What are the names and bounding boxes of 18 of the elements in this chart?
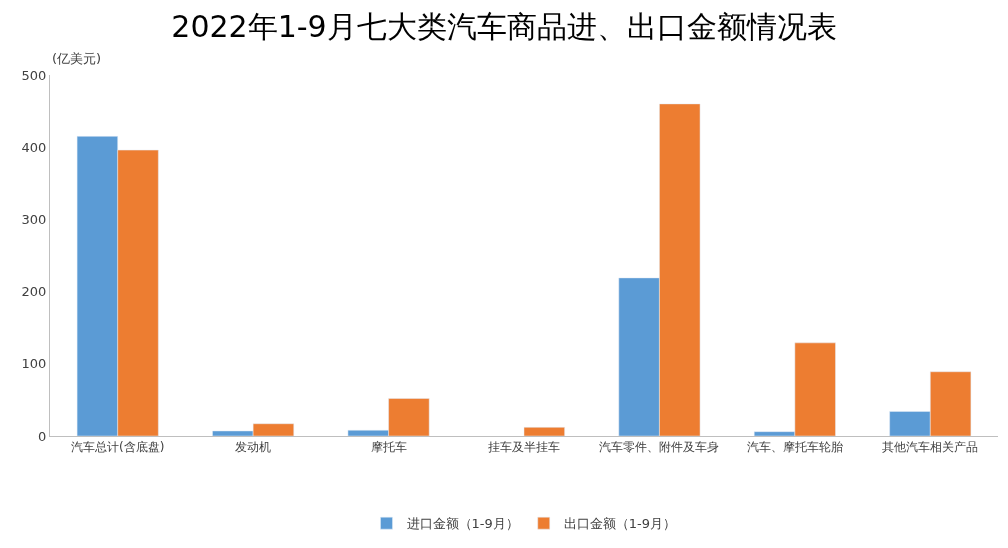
- chart-title: 2022年1-9月七大类汽车商品进、出口金额情况表: [171, 9, 837, 45]
- y-axis-title: (亿美元): [52, 51, 102, 66]
- x-tick-label: 汽车零件、附件及车身: [599, 440, 720, 455]
- x-tick-label: 其他汽车相关产品: [882, 440, 979, 455]
- x-tick-label: 汽车总计(含底盘): [71, 440, 165, 455]
- y-tick-label: 500: [21, 67, 47, 83]
- legend-label: 出口金额（1-9月）: [563, 516, 676, 532]
- y-tick-label: 200: [21, 284, 47, 300]
- x-tick-label: 发动机: [235, 440, 272, 455]
- x-tick-label: 摩托车: [370, 440, 407, 455]
- y-tick-label: 300: [21, 211, 47, 227]
- bar: [523, 427, 565, 436]
- x-tick-label: 汽车、摩托车轮胎: [746, 440, 843, 455]
- x-tick-label: 挂车及半挂车: [488, 440, 560, 455]
- y-tick-label: 0: [38, 428, 47, 444]
- legend-label: 进口金额（1-9月）: [406, 516, 519, 532]
- y-tick-label: 400: [21, 139, 47, 155]
- y-tick-label: 100: [21, 356, 47, 372]
